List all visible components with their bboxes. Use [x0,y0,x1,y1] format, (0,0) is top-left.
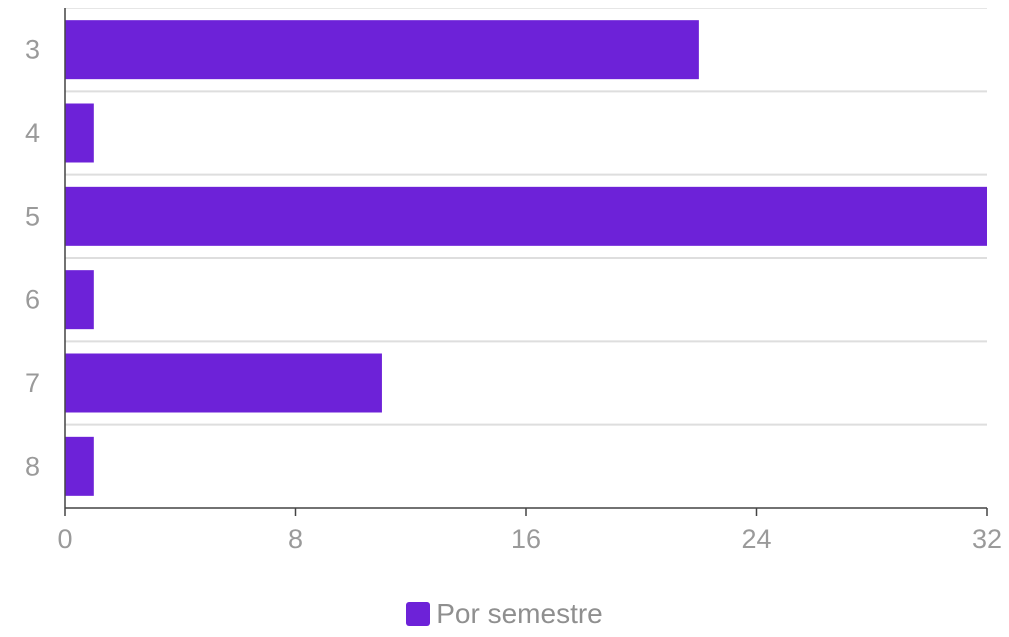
bar-5 [65,186,987,246]
bar-chart: 3 4 5 6 7 8 0 8 16 24 32 [25,8,1002,554]
legend-label: Por semestre [436,598,603,629]
y-tick-label-5: 5 [25,201,40,231]
legend: Por semestre [0,600,1009,628]
x-tick-label-16: 16 [511,524,541,554]
bar-6 [65,270,94,330]
bars [65,20,987,496]
x-tick-label-8: 8 [288,524,303,554]
axes [64,8,988,516]
x-tick-label-32: 32 [972,524,1002,554]
y-tick-label-3: 3 [25,35,40,65]
y-tick-label-7: 7 [25,368,40,398]
y-tick-label-8: 8 [25,451,40,481]
bar-7 [65,353,382,413]
y-tick-labels: 3 4 5 6 7 8 [25,35,40,482]
x-tick-label-24: 24 [741,524,771,554]
y-tick-label-4: 4 [25,118,40,148]
bar-4 [65,103,94,163]
y-tick-label-6: 6 [25,285,40,315]
bar-3 [65,20,699,80]
legend-swatch [406,602,431,626]
x-tick-label-0: 0 [57,524,72,554]
bar-8 [65,436,94,496]
x-tick-labels: 0 8 16 24 32 [57,524,1002,554]
gridlines [65,8,987,426]
